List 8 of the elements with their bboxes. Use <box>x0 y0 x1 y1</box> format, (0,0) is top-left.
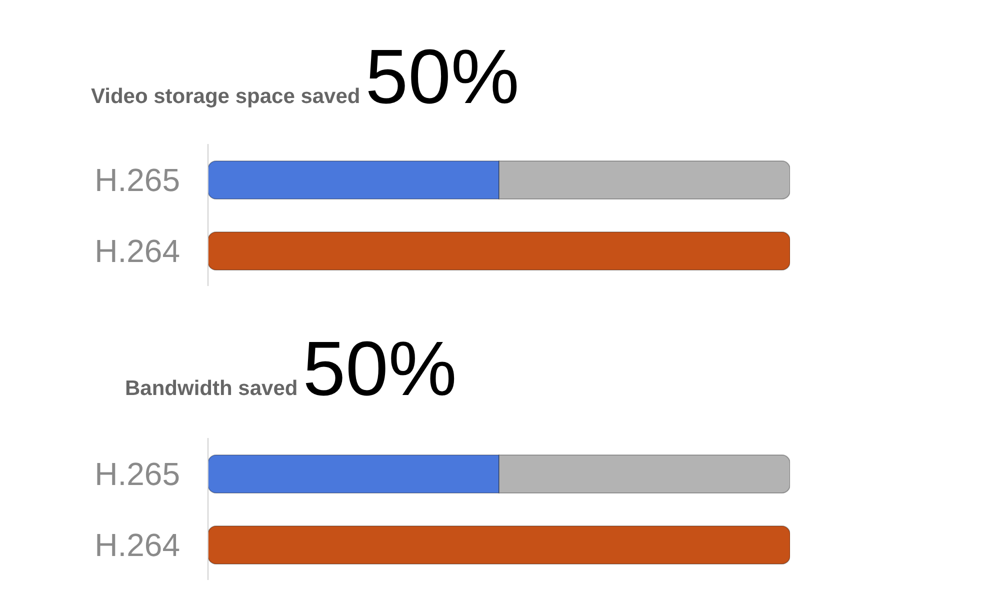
chart-title: Video storage space saved <box>91 85 360 108</box>
text: 50% <box>365 34 520 120</box>
chart-title: Bandwidth saved <box>125 377 298 400</box>
text: 50% <box>302 326 457 412</box>
y-tick-label: H.265 <box>94 162 180 198</box>
y-tick-label: H.264 <box>94 526 180 563</box>
y-tick-label: H.265 <box>94 456 180 492</box>
y-tick-label: H.264 <box>94 232 180 269</box>
